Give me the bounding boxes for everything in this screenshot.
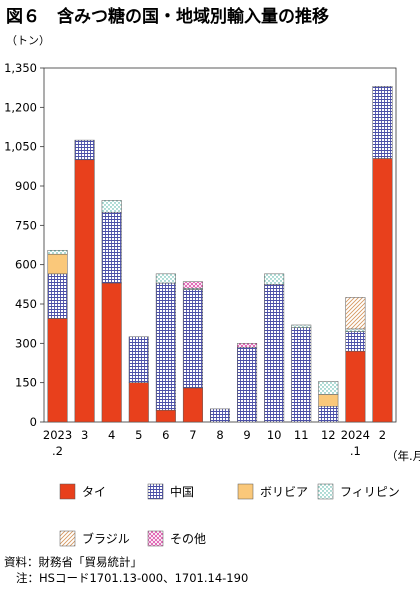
bar-segment — [237, 347, 258, 423]
bar-segment — [101, 282, 122, 423]
y-tick-label: 300 — [15, 336, 37, 350]
legend-swatch — [59, 530, 76, 547]
bar-segment — [101, 200, 122, 213]
x-tick-label: 2024 — [341, 428, 370, 442]
plot-frame — [43, 67, 397, 423]
x-tick-label: 7 — [189, 428, 196, 442]
legend-label: ブラジル — [82, 531, 130, 546]
bar-segment — [372, 158, 393, 423]
bar-segment — [155, 273, 176, 284]
bar-segment — [345, 297, 366, 330]
y-tick-label: 450 — [15, 297, 37, 311]
y-tick-label: 0 — [30, 415, 37, 429]
bar-segment — [155, 409, 176, 423]
y-tick-label: 1,200 — [4, 100, 37, 114]
x-tick-label: 3 — [81, 428, 88, 442]
x-tick-label: 9 — [243, 428, 250, 442]
x-tick-label: .1 — [350, 444, 361, 458]
bar-segment — [155, 282, 176, 411]
bar-segment — [47, 318, 68, 423]
y-tick-label: 1,350 — [4, 61, 37, 75]
bar-segment — [128, 382, 149, 423]
bar-segment — [291, 327, 312, 423]
bar-segment — [264, 284, 285, 423]
x-tick-label: .2 — [52, 444, 63, 458]
bar-segment — [237, 343, 258, 348]
x-tick-label: 5 — [135, 428, 142, 442]
source-note: 資料：財務省「貿易統計」 — [4, 555, 142, 569]
legend-label: その他 — [170, 532, 206, 546]
legend-swatch — [237, 483, 254, 500]
bar-segment — [210, 408, 230, 423]
bar-segment — [264, 273, 285, 285]
bar-segment — [345, 350, 366, 423]
x-tick-label: 6 — [162, 428, 169, 442]
bar-segment — [318, 394, 339, 407]
legend-label: ボリビア — [260, 485, 308, 499]
bar-segment — [345, 331, 366, 352]
legend-swatch — [59, 483, 76, 500]
bar-segment — [182, 281, 203, 289]
x-axis-unit: （年.月） — [386, 449, 420, 463]
bar-segment — [101, 211, 122, 284]
x-tick-label: 10 — [267, 428, 282, 442]
x-tick-label: 12 — [321, 428, 336, 442]
legend-swatch — [147, 530, 164, 547]
bar-segment — [128, 336, 149, 383]
x-tick-label: 4 — [108, 428, 115, 442]
bar-segment — [47, 253, 68, 275]
bar-segment — [372, 86, 393, 159]
y-axis-unit: （トン） — [6, 34, 50, 47]
legend-swatch — [317, 483, 334, 500]
y-tick-label: 150 — [15, 376, 37, 390]
bar-segment — [74, 159, 95, 423]
legend-label: フィリピン — [340, 485, 400, 499]
y-tick-label: 900 — [15, 179, 37, 193]
y-tick-label: 600 — [15, 258, 37, 272]
x-tick-label: 2 — [379, 428, 386, 442]
y-tick-label: 750 — [15, 218, 37, 232]
x-tick-label: 11 — [294, 428, 309, 442]
bar-segment — [74, 139, 95, 161]
x-tick-label: 8 — [216, 428, 223, 442]
bar-segment — [182, 387, 203, 423]
legend-label: タイ — [82, 485, 106, 499]
hs-code-note: 注：HSコード1701.13-000、1701.14-190 — [16, 571, 248, 585]
bar-segment — [47, 249, 68, 255]
plot-area: 0 150 300 450 600 750 900 1,050 1,200 1,350 — [4, 61, 397, 429]
bar-segment — [345, 328, 366, 332]
legend-swatch — [147, 483, 164, 500]
bar-segment — [291, 324, 312, 328]
bar-segment — [182, 289, 203, 389]
page-title: 図６ 含みつ糖の国・地域別輸入量の推移 — [6, 6, 329, 27]
y-tick-label: 1,050 — [4, 140, 37, 154]
bar-segment — [318, 381, 339, 395]
x-tick-labels: 2023 .2 3 4 5 6 7 8 9 10 11 12 2024 .1 2 — [43, 428, 386, 458]
x-tick-label: 2023 — [43, 428, 72, 442]
legend-label: 中国 — [170, 484, 194, 499]
bar-segment — [318, 406, 339, 423]
bar-segment — [47, 273, 68, 319]
